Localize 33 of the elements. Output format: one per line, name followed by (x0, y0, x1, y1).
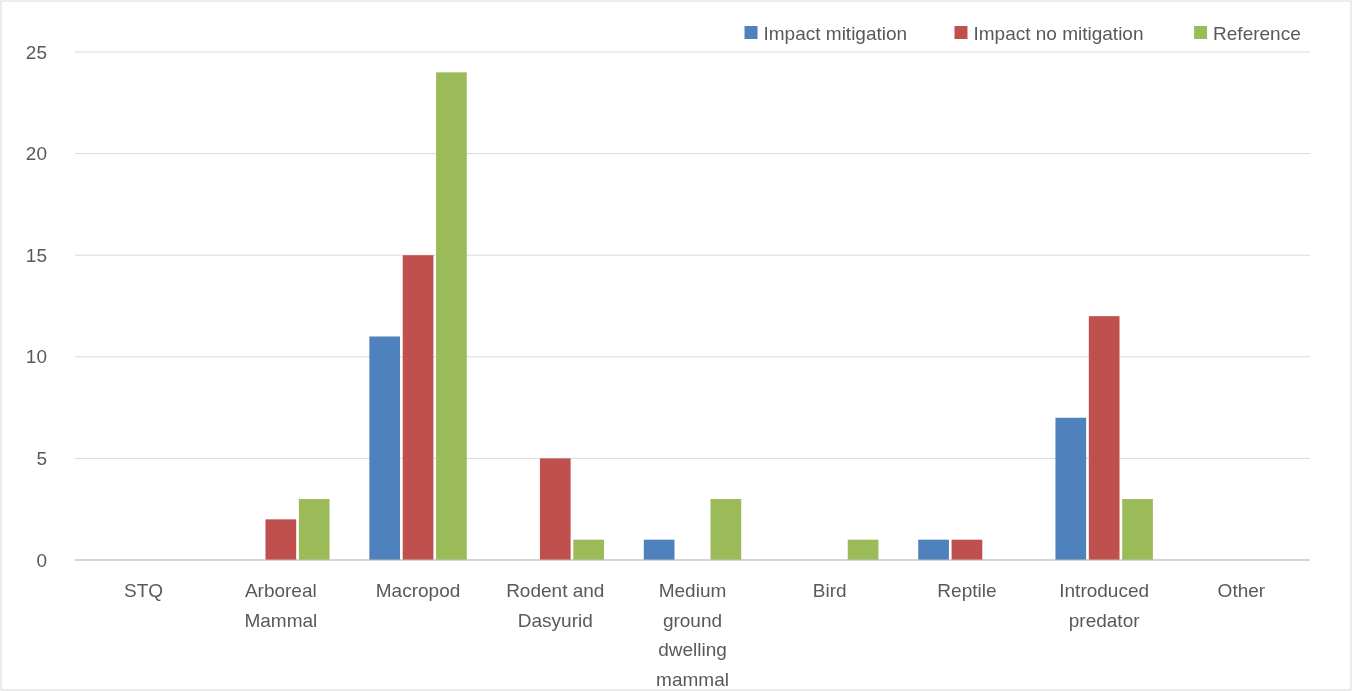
y-tick-label: 10 (25, 346, 47, 368)
bar (951, 539, 983, 560)
y-tick-label: 25 (25, 41, 47, 63)
x-tick-label: Rodent and Dasyurid (506, 580, 605, 631)
bar (1088, 316, 1120, 560)
bar (573, 539, 604, 560)
bar (1055, 417, 1087, 560)
x-tick-label: Arboreal Mammal (244, 580, 318, 631)
x-tick-label: Medium ground dwelling mammal (656, 580, 729, 690)
bar (298, 499, 330, 560)
bar (369, 336, 401, 560)
y-tick-label: 0 (36, 549, 47, 571)
y-tick-label: 5 (36, 448, 47, 470)
bar (918, 539, 949, 560)
x-tick-label: Other (1217, 580, 1266, 601)
bar (643, 539, 675, 560)
legend-label: Impact mitigation (763, 22, 908, 44)
x-tick-label: Introduced predator (1059, 580, 1150, 631)
bar (710, 499, 742, 560)
x-tick-label: Macropod (375, 580, 461, 601)
x-tick-label: Reptile (937, 580, 997, 601)
legend-label: Reference (1213, 22, 1301, 44)
y-tick-label: 15 (25, 244, 47, 266)
y-tick-label: 20 (25, 143, 47, 165)
bar (1122, 499, 1153, 560)
bar (265, 519, 297, 560)
x-tick-label: STQ (124, 580, 164, 601)
legend-label: Impact no mitigation (973, 22, 1144, 44)
bar (436, 72, 467, 560)
x-tick-label: Bird (812, 580, 847, 601)
bar (847, 539, 879, 560)
bar (402, 255, 434, 560)
bar (539, 458, 571, 560)
